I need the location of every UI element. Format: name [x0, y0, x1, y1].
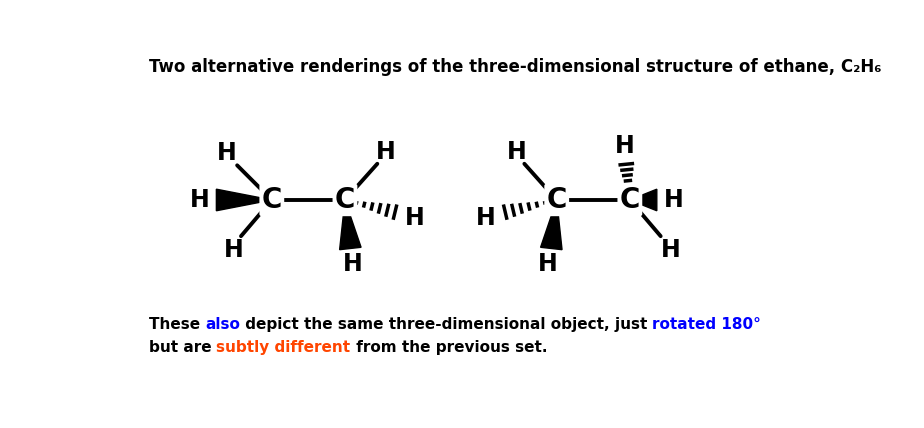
Text: depict the same three-dimensional object, just: depict the same three-dimensional object… [240, 317, 652, 332]
Text: but are: but are [149, 339, 216, 354]
Text: C: C [261, 186, 282, 214]
Text: C: C [620, 186, 640, 214]
Polygon shape [541, 200, 562, 250]
Text: subtly different: subtly different [216, 339, 350, 354]
Text: H: H [376, 140, 395, 164]
Text: H: H [405, 206, 424, 230]
Polygon shape [630, 189, 657, 211]
Text: H: H [224, 238, 243, 262]
Text: Two alternative renderings of the three-dimensional structure of ethane, C₂H₆: Two alternative renderings of the three-… [149, 58, 881, 76]
Text: C: C [334, 186, 355, 214]
Text: C: C [546, 186, 567, 214]
Text: H: H [614, 134, 635, 158]
Text: H: H [190, 188, 210, 212]
Text: from the previous set.: from the previous set. [350, 339, 547, 354]
Polygon shape [216, 189, 272, 211]
Text: H: H [343, 252, 362, 276]
Text: These: These [149, 317, 205, 332]
Text: H: H [476, 206, 496, 230]
Text: H: H [663, 188, 684, 212]
Text: H: H [538, 252, 557, 276]
Text: rotated 180°: rotated 180° [652, 317, 761, 332]
Text: H: H [661, 238, 681, 262]
Text: also: also [205, 317, 240, 332]
Text: H: H [506, 140, 527, 164]
Polygon shape [340, 200, 361, 250]
Text: H: H [217, 141, 237, 165]
